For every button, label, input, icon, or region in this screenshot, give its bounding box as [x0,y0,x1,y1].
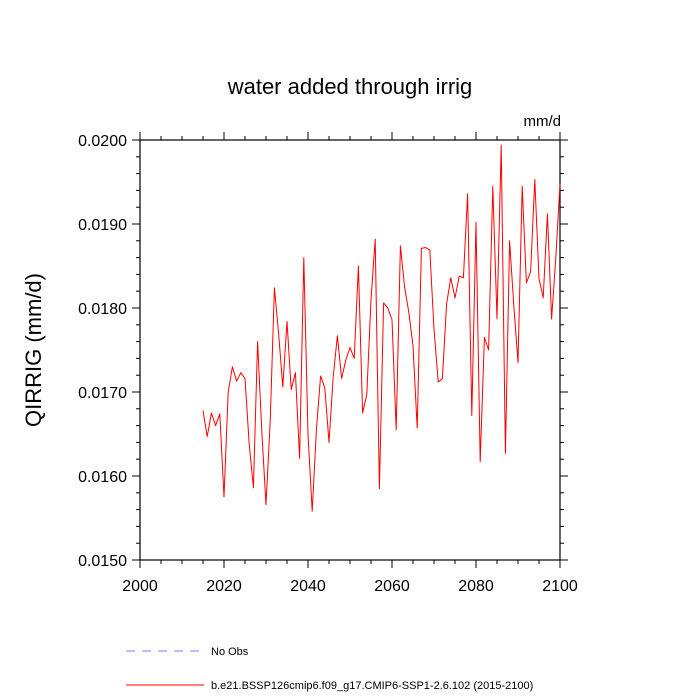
y-tick-labels: 0.0150 0.0160 0.0170 0.0180 0.0190 0.0200 [78,133,127,570]
units-label: mm/d [524,113,562,130]
legend-label-model: b.e21.BSSP126cmip6.f09_g17.CMIP6-SSP1-2.… [211,680,533,692]
y-tick-label: 0.0180 [78,301,127,318]
x-tick-label: 2060 [374,578,410,595]
legend-label-no-obs: No Obs [211,646,249,658]
series-layer [202,144,561,512]
x-tick-label: 2040 [290,578,326,595]
x-tick-label: 2080 [458,578,494,595]
y-tick-label: 0.0160 [78,469,127,486]
x-tick-label: 2000 [122,578,158,595]
y-axis-label: QIRRIG (mm/d) [21,273,46,427]
y-tick-label: 0.0170 [78,385,127,402]
chart-title: water added through irrig [227,74,473,99]
y-tick-label: 0.0150 [78,553,127,570]
legend: No Obs b.e21.BSSP126cmip6.f09_g17.CMIP6-… [126,646,533,692]
axis-ticks [132,132,568,568]
x-tick-label: 2100 [542,578,578,595]
series-line [202,144,561,512]
y-tick-label: 0.0190 [78,217,127,234]
x-tick-label: 2020 [206,578,242,595]
x-tick-labels: 2000 2020 2040 2060 2080 2100 [122,578,578,595]
y-tick-label: 0.0200 [78,133,127,150]
plot-frame [139,139,561,561]
